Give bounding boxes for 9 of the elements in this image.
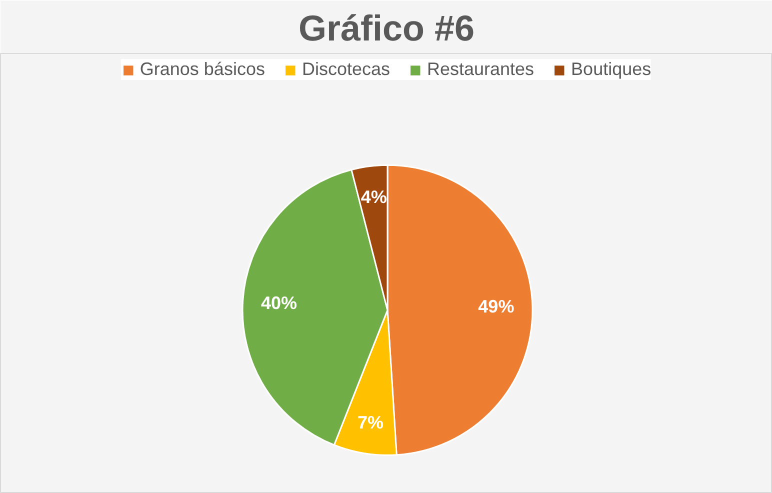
legend-label: Granos básicos	[140, 59, 265, 80]
chart-title: Gráfico #6	[298, 8, 475, 48]
data-label: 4%	[360, 187, 387, 208]
data-label: 40%	[260, 293, 297, 314]
data-label: 7%	[357, 412, 384, 433]
legend-label: Boutiques	[571, 59, 652, 80]
legend-label: Discotecas	[302, 59, 390, 80]
data-label: 49%	[478, 296, 514, 317]
legend-label: Restaurantes	[426, 59, 534, 80]
